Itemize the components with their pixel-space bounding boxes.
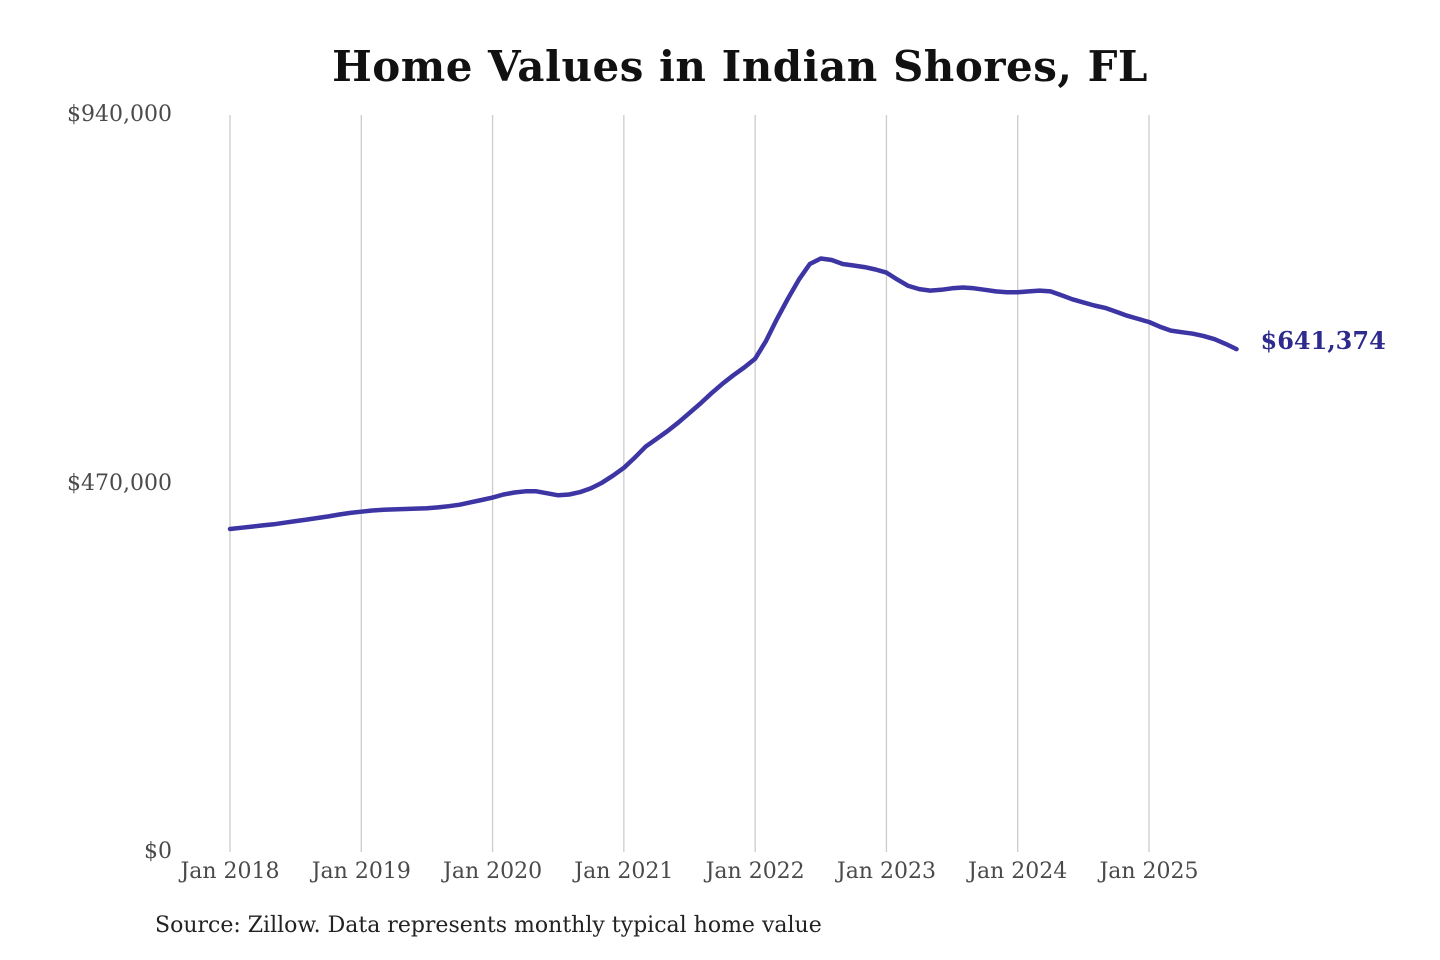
x-tick-label: Jan 2025 [1099, 859, 1199, 884]
latest-value-label: $641,374 [1260, 326, 1386, 356]
y-tick-label: $940,000 [67, 102, 172, 127]
y-tick-label: $470,000 [67, 470, 172, 496]
x-tick-label: Jan 2020 [443, 859, 543, 884]
x-tick-label: Jan 2024 [968, 859, 1068, 884]
home-value-line [227, 256, 1239, 532]
chart-title: Home Values in Indian Shores, FL [332, 42, 1148, 91]
source-note: Source: Zillow. Data represents monthly … [155, 913, 822, 938]
x-tick-label: Jan 2019 [311, 859, 411, 884]
y-tick-label: $0 [144, 839, 172, 864]
x-tick-label: Jan 2023 [836, 859, 936, 884]
x-tick-label: Jan 2021 [574, 859, 674, 884]
x-tick-label: Jan 2022 [705, 859, 805, 884]
x-tick-label: Jan 2018 [180, 859, 280, 884]
gridlines-group [229, 115, 1150, 852]
